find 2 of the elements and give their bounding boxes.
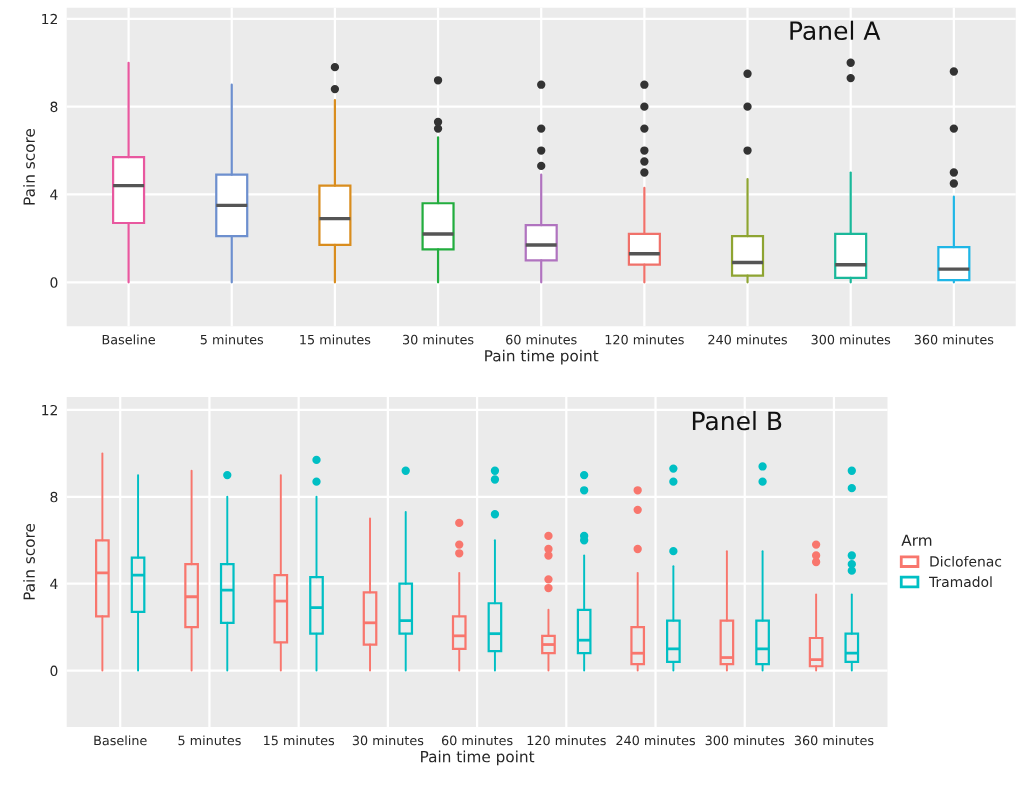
annotation: Panel A <box>790 20 881 41</box>
annotation: Panel B <box>692 410 782 431</box>
